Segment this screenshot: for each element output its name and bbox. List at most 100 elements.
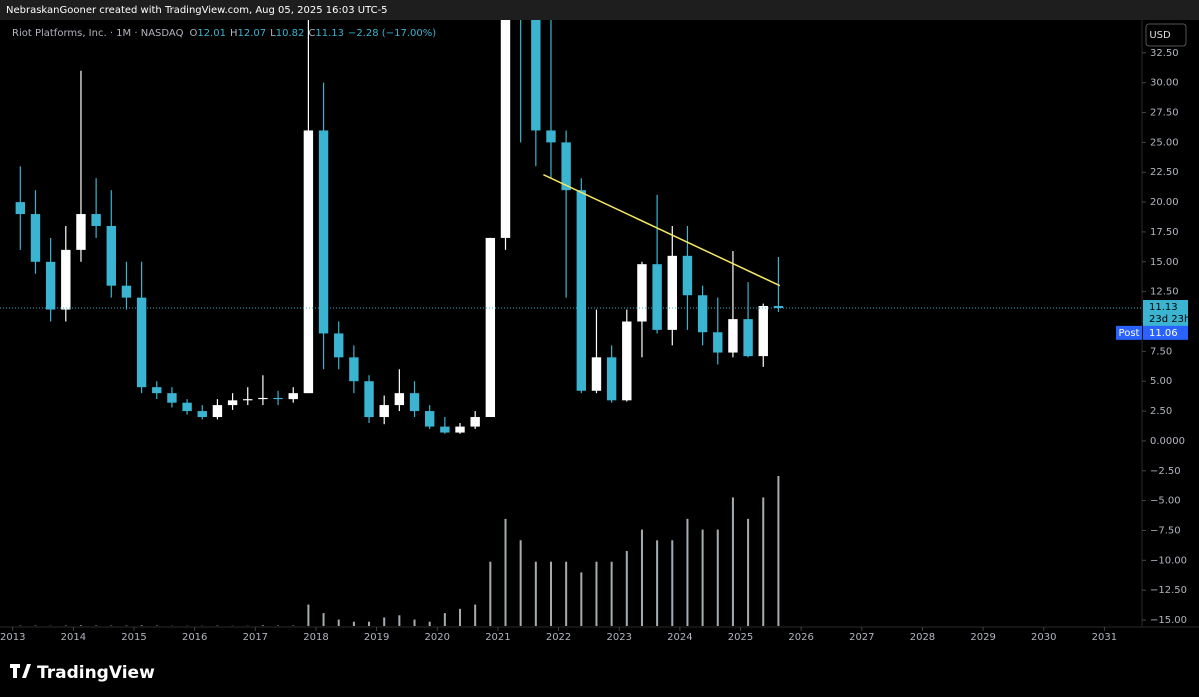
candle-body — [61, 249, 71, 310]
post-price: 11.06 — [1149, 328, 1178, 339]
header-bar — [0, 0, 1199, 20]
candle-body — [713, 332, 723, 353]
volume-bar — [686, 518, 689, 626]
candle-body — [182, 402, 192, 412]
plot — [15, 20, 784, 626]
volume-bar — [413, 619, 416, 626]
volume-bar — [716, 529, 719, 626]
countdown: 23d 23h — [1149, 314, 1190, 325]
y-tick-label: 32.50 — [1150, 48, 1179, 59]
candle-body — [136, 297, 147, 388]
x-tick-label: 2017 — [243, 632, 268, 643]
currency: USD — [1149, 30, 1171, 41]
volume-bar — [640, 529, 643, 626]
candle-body — [591, 357, 602, 391]
y-tick-label: 30.00 — [1150, 78, 1179, 89]
x-tick-label: 2016 — [182, 632, 207, 643]
candle-body — [227, 400, 238, 406]
candle-body — [606, 357, 617, 401]
candle-body — [470, 417, 480, 427]
y-tick-label: 12.50 — [1150, 287, 1179, 298]
candle-body — [455, 426, 465, 433]
volume-bar — [747, 518, 750, 626]
candle-body — [743, 319, 753, 357]
volume-bar — [459, 608, 462, 626]
volume-bar — [337, 619, 340, 626]
candle-body — [243, 399, 253, 401]
volume-bar — [731, 497, 734, 626]
y-tick-label: 5.00 — [1150, 376, 1172, 387]
x-tick-label: 2013 — [0, 632, 25, 643]
volume-bar — [428, 621, 431, 626]
candle-body — [576, 190, 587, 391]
x-tick-label: 2028 — [910, 632, 935, 643]
candle-body — [622, 321, 632, 401]
y-tick-label: 27.50 — [1150, 108, 1179, 119]
ohlc-label: O — [189, 28, 197, 39]
volume-bar — [443, 613, 446, 626]
volume-bar — [261, 625, 264, 626]
ohlc-value: 12.07 — [238, 28, 267, 39]
y-tick-label: 20.00 — [1150, 197, 1179, 208]
volume-bar — [656, 540, 659, 626]
candle-body — [91, 214, 101, 226]
x-tick-label: 2029 — [970, 632, 995, 643]
x-tick-label: 2030 — [1031, 632, 1056, 643]
y-tick-label: −10.00 — [1150, 555, 1187, 566]
candle-body — [273, 397, 283, 400]
candle-body — [531, 20, 541, 131]
volume-bar — [504, 518, 507, 626]
candle-body — [773, 305, 784, 309]
x-tick-label: 2014 — [61, 632, 86, 643]
volume-bar — [368, 621, 371, 626]
x-tick-label: 2021 — [485, 632, 510, 643]
volume-bar — [534, 561, 537, 626]
candle-body — [440, 426, 450, 433]
volume-bar — [489, 561, 492, 626]
volume-bar — [671, 540, 674, 626]
y-tick-label: 17.50 — [1150, 227, 1179, 238]
x-tick-label: 2018 — [303, 632, 328, 643]
candle-body — [303, 130, 314, 394]
volume-bar — [549, 561, 552, 626]
candle-body — [485, 237, 496, 418]
candle-body — [106, 225, 116, 286]
candle-body — [15, 202, 26, 215]
volume-bar — [777, 476, 780, 626]
trendline — [543, 173, 781, 287]
footer: TradingView — [37, 663, 155, 683]
x-tick-label: 2024 — [667, 632, 692, 643]
ohlc-value: 11.13 — [315, 28, 344, 39]
y-tick-label: 22.50 — [1150, 167, 1179, 178]
candle-body — [167, 393, 177, 403]
header: NebraskanGooner created with TradingView… — [6, 5, 388, 16]
y-tick-label: 25.00 — [1150, 137, 1179, 148]
price-tag — [1143, 300, 1188, 327]
volume-bar — [307, 604, 310, 626]
volume-bar — [79, 625, 82, 626]
volume-bar — [580, 572, 583, 626]
y-tick-label: −2.50 — [1150, 466, 1181, 477]
y-tick-label: 15.00 — [1150, 257, 1179, 268]
currency-box[interactable] — [1145, 23, 1187, 47]
y-tick-label: 0.0000 — [1150, 436, 1185, 447]
candle-body — [652, 264, 662, 330]
ohlc-label: H — [230, 28, 238, 39]
candle-body — [424, 411, 435, 427]
logo-icon — [10, 664, 31, 678]
candle-body — [76, 214, 86, 250]
x-tick-label: 2022 — [546, 632, 571, 643]
volume-bar — [565, 561, 568, 626]
y-tick-label: 7.50 — [1150, 346, 1172, 357]
volume-bar — [701, 529, 704, 626]
x-tick-label: 2026 — [788, 632, 813, 643]
volume-bar — [383, 617, 386, 626]
candle-body — [637, 264, 647, 322]
last-price: 11.13 — [1149, 302, 1178, 313]
candle-body — [409, 393, 420, 412]
ohlc-label: C — [308, 28, 315, 39]
logo: TradingView — [10, 663, 155, 683]
volume-bar — [625, 551, 628, 626]
candle-body — [258, 397, 268, 400]
x-tick-label: 2020 — [425, 632, 450, 643]
